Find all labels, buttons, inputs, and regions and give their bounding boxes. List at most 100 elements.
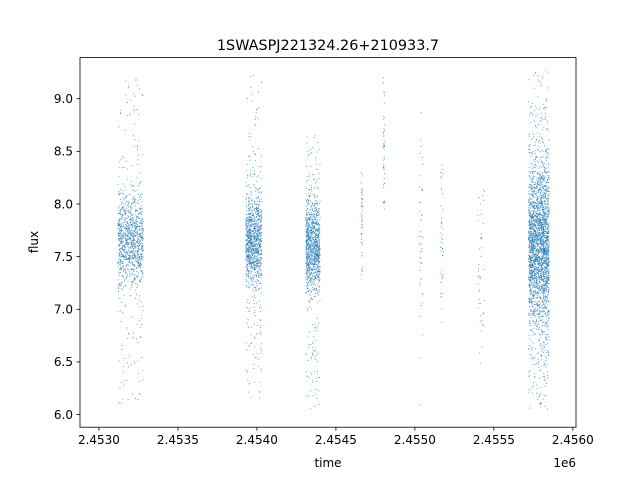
data-point (535, 267, 537, 269)
data-point (547, 259, 549, 261)
data-point (253, 367, 255, 369)
data-point (117, 245, 119, 247)
data-point (137, 84, 139, 86)
data-point (252, 253, 254, 255)
data-point (129, 288, 131, 290)
data-point (422, 236, 424, 238)
data-point (311, 152, 313, 154)
data-point (245, 273, 247, 275)
data-point (535, 183, 537, 185)
data-point (249, 218, 251, 220)
data-point (540, 252, 542, 254)
data-point (255, 240, 258, 242)
data-point (307, 309, 309, 312)
data-point (252, 151, 254, 153)
data-point (136, 262, 138, 264)
data-point (319, 271, 321, 273)
data-point (309, 253, 311, 255)
data-point (142, 95, 144, 97)
data-point (258, 231, 260, 233)
data-point (250, 227, 252, 230)
data-point (536, 218, 538, 221)
data-point (128, 209, 130, 212)
data-point (245, 222, 248, 224)
data-point (317, 256, 319, 258)
data-point (538, 328, 540, 330)
data-point (529, 344, 531, 347)
data-point (246, 286, 248, 288)
data-point (543, 170, 546, 172)
data-point (542, 248, 544, 250)
data-point (125, 233, 127, 235)
data-point (250, 220, 252, 222)
data-point (544, 378, 546, 380)
data-point (383, 144, 386, 146)
data-point (118, 297, 120, 299)
data-point (543, 321, 545, 324)
data-point (318, 266, 320, 268)
data-point (317, 245, 319, 247)
data-point (319, 231, 321, 233)
data-point (535, 115, 537, 117)
data-point (307, 179, 309, 182)
data-point (131, 233, 133, 235)
data-point (251, 279, 253, 281)
data-point (440, 172, 442, 174)
data-point (312, 227, 314, 229)
data-point (257, 210, 259, 212)
data-point (309, 195, 311, 197)
data-point (127, 243, 129, 245)
data-point (311, 187, 313, 189)
data-point (306, 395, 308, 397)
data-point (310, 272, 312, 274)
data-point (248, 244, 250, 246)
data-point (140, 221, 142, 223)
data-point (318, 291, 320, 293)
data-point (126, 245, 128, 247)
data-point (128, 256, 131, 258)
data-point (536, 325, 538, 327)
data-point (532, 342, 534, 344)
data-point (534, 323, 536, 325)
data-point (360, 227, 362, 229)
data-point (119, 267, 121, 269)
data-point (535, 309, 537, 311)
data-point (259, 272, 261, 274)
data-point (312, 281, 314, 283)
data-point (540, 161, 542, 163)
data-point (310, 205, 312, 207)
data-point (308, 276, 310, 279)
data-point (125, 278, 128, 280)
data-point (441, 223, 443, 225)
data-point (245, 270, 247, 272)
data-point (532, 251, 534, 253)
data-point (362, 193, 364, 195)
data-point (248, 204, 250, 206)
data-point (310, 217, 312, 219)
data-point (140, 213, 142, 215)
data-point (125, 264, 127, 266)
data-point (440, 175, 442, 178)
data-point (120, 269, 123, 271)
data-point (120, 321, 122, 323)
data-point (122, 202, 124, 204)
data-point (534, 357, 536, 359)
data-point (314, 220, 316, 222)
data-point (361, 199, 363, 201)
data-point (246, 238, 248, 240)
data-point (261, 201, 263, 203)
data-point (134, 260, 137, 262)
data-point (135, 229, 137, 232)
data-point (120, 288, 122, 290)
data-point (306, 207, 309, 210)
data-point (310, 242, 312, 244)
data-point (442, 173, 444, 175)
data-point (538, 340, 540, 342)
data-point (542, 221, 545, 223)
data-point (536, 305, 538, 307)
data-point (537, 222, 540, 224)
data-point (247, 204, 249, 206)
data-point (135, 190, 137, 192)
data-point (127, 230, 129, 232)
